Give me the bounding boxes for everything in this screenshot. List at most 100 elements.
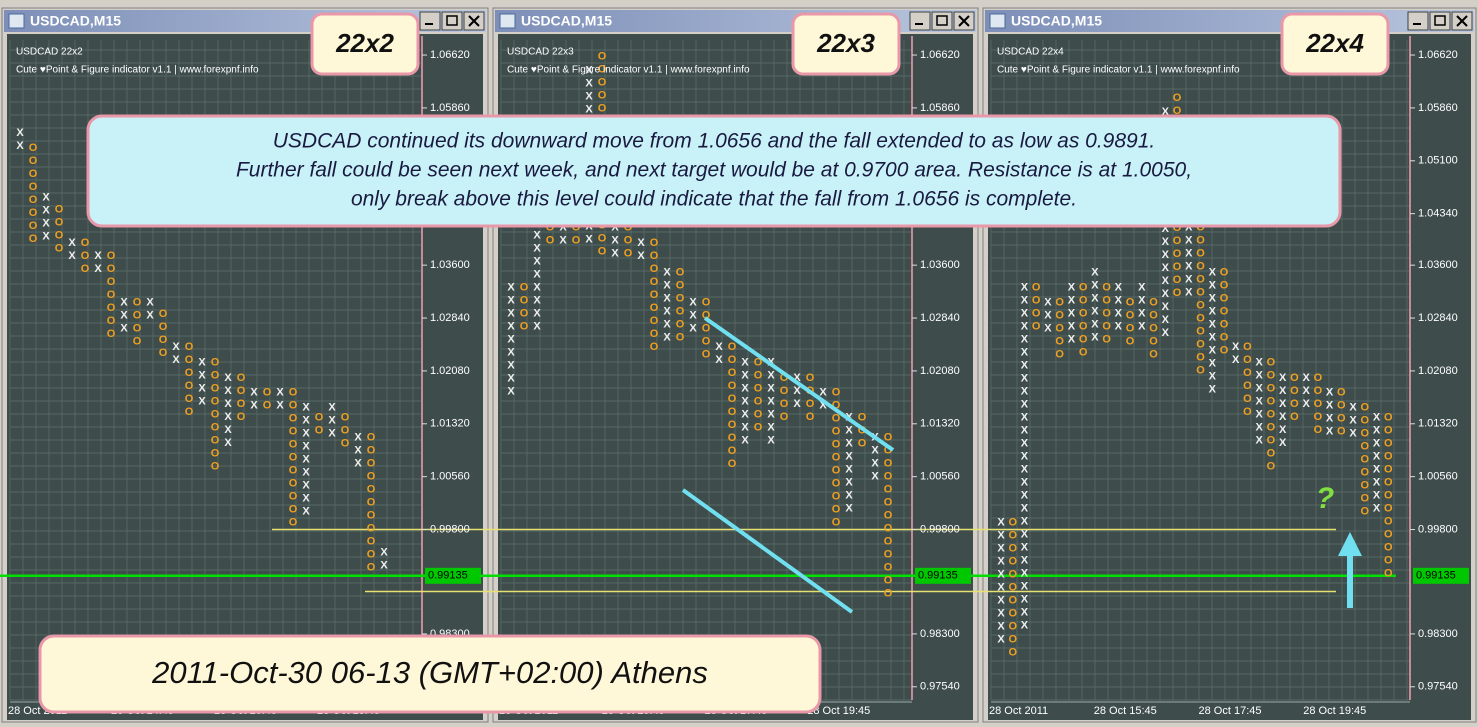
pnf-glyph: O: [832, 490, 841, 502]
pnf-glyph: X: [997, 607, 1005, 619]
date-banner-box: [38, 634, 822, 714]
pnf-glyph: X: [1091, 280, 1099, 292]
maximize-button[interactable]: [931, 11, 953, 31]
pnf-glyph: X: [637, 250, 645, 262]
pnf-glyph: O: [367, 471, 376, 483]
price-label: 0.98300: [1418, 628, 1458, 640]
pnf-glyph: X: [1021, 359, 1029, 371]
pnf-glyph: X: [94, 250, 102, 262]
pnf-column: XX: [172, 341, 180, 366]
pnf-glyph: O: [1149, 349, 1158, 361]
maximize-button[interactable]: [441, 11, 463, 31]
pnf-glyph: X: [997, 529, 1005, 541]
period-callout-text: 22x4: [1305, 28, 1364, 58]
pnf-glyph: X: [1162, 106, 1170, 118]
pnf-glyph: O: [1196, 234, 1205, 246]
pnf-glyph: O: [858, 411, 867, 423]
pnf-glyph: X: [741, 382, 749, 394]
pnf-column: XXX: [120, 297, 128, 335]
price-label: 1.05860: [430, 102, 470, 114]
pnf-glyph: O: [1032, 281, 1041, 293]
price-label: 1.03600: [920, 259, 960, 271]
annotation-line: only break above this level could indica…: [351, 188, 1077, 211]
chart-header: USDCAD 22x2: [16, 47, 83, 58]
minimize-button[interactable]: [1407, 11, 1429, 31]
pnf-glyph: O: [832, 425, 841, 437]
pnf-glyph: X: [1162, 301, 1170, 313]
pnf-glyph: O: [341, 437, 350, 449]
pnf-glyph: O: [29, 181, 38, 193]
pnf-glyph: X: [997, 555, 1005, 567]
pnf-glyph: O: [1337, 399, 1346, 411]
pnf-glyph: O: [832, 386, 841, 398]
pnf-glyph: O: [1173, 274, 1182, 286]
pnf-glyph: X: [68, 237, 76, 249]
time-label: 28 Oct 19:45: [807, 705, 870, 717]
chart-header: USDCAD 22x3: [507, 47, 574, 58]
pnf-glyph: X: [302, 402, 310, 414]
pnf-glyph: X: [1021, 502, 1029, 514]
pnf-glyph: X: [507, 294, 515, 306]
pnf-glyph: O: [1361, 467, 1370, 479]
chart-header: Cute ♥Point & Figure indicator v1.1 | ww…: [16, 65, 259, 76]
pnf-glyph: O: [728, 393, 737, 405]
pnf-glyph: X: [1162, 236, 1170, 248]
pnf-glyph: O: [81, 250, 90, 262]
chart-header: Cute ♥Point & Figure indicator v1.1 | ww…: [507, 65, 750, 76]
pnf-glyph: O: [289, 477, 298, 489]
pnf-glyph: X: [1021, 476, 1029, 488]
pnf-glyph: X: [1279, 437, 1287, 449]
pnf-glyph: O: [289, 516, 298, 528]
pnf-glyph: X: [328, 428, 336, 440]
pnf-glyph: O: [1220, 345, 1229, 357]
pnf-glyph: X: [689, 297, 697, 309]
pnf-glyph: X: [871, 445, 879, 457]
pnf-glyph: X: [715, 341, 723, 353]
pnf-glyph: X: [741, 421, 749, 433]
pnf-glyph: O: [1337, 425, 1346, 437]
pnf-glyph: O: [1243, 354, 1252, 366]
pnf-glyph: O: [1384, 437, 1393, 449]
pnf-glyph: X: [224, 411, 232, 423]
pnf-glyph: O: [1173, 248, 1182, 260]
price-label: 1.01320: [1418, 418, 1458, 430]
pnf-glyph: O: [650, 276, 659, 288]
pnf-glyph: X: [172, 341, 180, 353]
pnf-glyph: O: [1196, 338, 1205, 350]
pnf-glyph: O: [1220, 332, 1229, 344]
pnf-glyph: X: [1021, 541, 1029, 553]
pnf-glyph: O: [1173, 261, 1182, 273]
price-label: 1.06620: [920, 49, 960, 61]
pnf-glyph: O: [1008, 646, 1017, 658]
price-label: 1.06620: [1418, 49, 1458, 61]
pnf-glyph: X: [997, 516, 1005, 528]
minimize-button[interactable]: [419, 11, 441, 31]
pnf-glyph: X: [1209, 332, 1217, 344]
pnf-glyph: O: [1337, 412, 1346, 424]
pnf-glyph: X: [198, 382, 206, 394]
period-callout: [1280, 12, 1390, 76]
pnf-glyph: O: [237, 372, 246, 384]
chart-header: USDCAD 22x4: [997, 47, 1064, 58]
pnf-column: XXX: [689, 297, 697, 335]
price-label: 0.99800: [1418, 523, 1458, 535]
pnf-glyph: O: [159, 347, 168, 359]
maximize-button[interactable]: [1429, 11, 1451, 31]
pnf-column: OOO: [858, 411, 867, 449]
pnf-glyph: O: [1314, 385, 1323, 397]
pnf-glyph: O: [520, 294, 529, 306]
window-title: USDCAD,M15: [1011, 13, 1102, 29]
pnf-glyph: O: [289, 412, 298, 424]
pnf-glyph: O: [1384, 411, 1393, 423]
pnf-glyph: X: [1162, 262, 1170, 274]
pnf-glyph: X: [1115, 281, 1123, 293]
minimize-button[interactable]: [909, 11, 931, 31]
pnf-glyph: X: [741, 408, 749, 420]
